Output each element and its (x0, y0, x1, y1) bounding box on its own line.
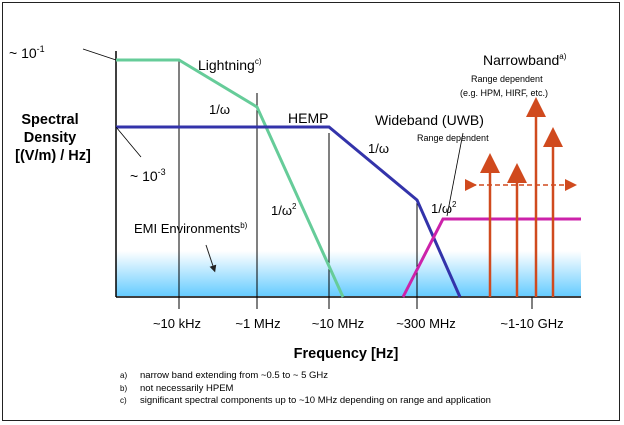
x-axis-title: Frequency [Hz] (294, 346, 399, 362)
wideband-sub-label: Range dependent (417, 133, 489, 143)
x-tick-label: ~1-10 GHz (500, 316, 563, 331)
y-axis-title-line1: Spectral (21, 112, 78, 128)
footnote-b: b) not necessarily HPEM (120, 383, 491, 396)
slope-label-hemp: 1/ω (368, 141, 389, 156)
hemp-label: HEMP (288, 110, 328, 126)
leader-high-level (82, 48, 117, 61)
leader-uwb (446, 132, 464, 217)
leader-low-level (115, 126, 142, 158)
slope-label-lightning: 1/ω (209, 102, 230, 117)
footnote-text: significant spectral components up to ~1… (140, 395, 491, 406)
lightning-label: Lightningc) (198, 57, 262, 73)
emi-pointer-arrow (205, 244, 217, 273)
spectral-density-diagram: ~ 10-1 ~ 10-3 Spectral Density [(V/m) / … (9, 44, 581, 362)
footnote-c: c) significant spectral components up to… (120, 395, 491, 408)
footnotes: a) narrow band extending from ~0.5 to ~ … (120, 370, 491, 408)
x-tick-label: ~1 MHz (235, 316, 280, 331)
footnote-key: c) (120, 396, 127, 405)
x-tick-label: ~10 kHz (153, 316, 201, 331)
slope-sq-label-hemp: 1/ω2 (431, 200, 457, 216)
level-high-label: ~ 10-1 (9, 44, 45, 61)
footnote-text: narrow band extending from ~0.5 to ~ 5 G… (140, 370, 328, 381)
narrowband-sub-label-1: Range dependent (471, 74, 543, 84)
slope-sq-label-lightning: 1/ω2 (271, 202, 297, 218)
narrowband-label: Narrowbanda) (483, 52, 567, 68)
lightning-curve (116, 58, 345, 298)
figure-frame: ~ 10-1 ~ 10-3 Spectral Density [(V/m) / … (2, 2, 620, 421)
x-tick-label: ~10 MHz (312, 316, 364, 331)
wideband-label: Wideband (UWB) (375, 112, 484, 128)
emi-label: EMI Environmentsb) (134, 221, 248, 236)
level-low-label: ~ 10-3 (130, 167, 166, 184)
footnote-key: b) (120, 383, 128, 393)
y-axis-title-line2: Density (24, 130, 76, 146)
y-axis-title-line3: [(V/m) / Hz] (15, 148, 91, 164)
footnote-text: not necessarily HPEM (140, 382, 234, 394)
x-tick-label: ~300 MHz (396, 316, 456, 331)
hemp-curve (116, 125, 462, 298)
narrowband-sub-label-2: (e.g. HPM, HIRF, etc.) (460, 88, 548, 98)
footnote-key: a) (120, 371, 128, 380)
emi-band (116, 251, 581, 296)
footnote-a: a) narrow band extending from ~0.5 to ~ … (120, 370, 491, 383)
